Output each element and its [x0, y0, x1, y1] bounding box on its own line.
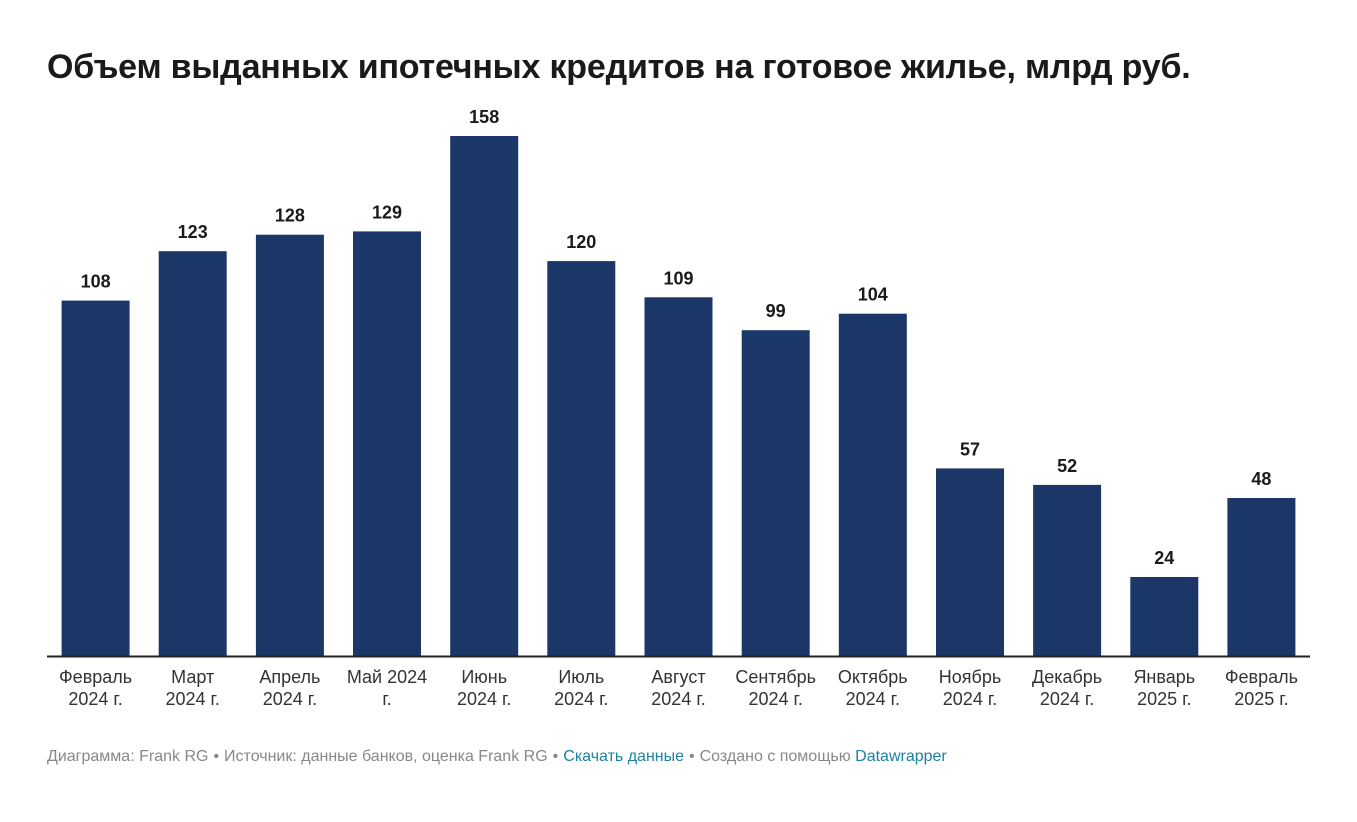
footer-created-with: Создано с помощью	[699, 748, 851, 765]
bar-value-label: 128	[275, 206, 305, 226]
bar	[450, 136, 519, 656]
download-data-link[interactable]: Скачать данные	[563, 748, 685, 765]
x-tick-label: Январь	[1133, 667, 1195, 687]
x-tick-label: Октябрь	[838, 667, 908, 687]
bar-value-label: 24	[1154, 548, 1174, 568]
x-tick-label: Август	[651, 667, 705, 687]
footer-source: Источник: данные банков, оценка Frank RG	[224, 748, 548, 765]
bar-value-label: 57	[960, 439, 980, 459]
x-tick-label: 2024 г.	[1040, 689, 1094, 709]
chart-title: Объем выданных ипотечных кредитов на гот…	[47, 48, 1191, 86]
bar-value-label: 99	[766, 301, 786, 321]
x-tick-label: Март	[171, 667, 214, 687]
bar-value-label: 123	[178, 222, 208, 242]
x-tick-label: 2024 г.	[263, 689, 317, 709]
x-tick-label: Февраль	[59, 667, 132, 687]
datawrapper-link[interactable]: Datawrapper	[855, 748, 947, 765]
bar-value-label: 120	[566, 232, 596, 252]
bar	[61, 300, 130, 656]
bar	[936, 468, 1004, 656]
bar	[255, 234, 324, 656]
bar	[838, 313, 907, 656]
bar-value-label: 104	[858, 285, 888, 305]
x-tick-label: Июль	[558, 667, 604, 687]
footer-separator: •	[213, 748, 220, 765]
x-tick-label: 2024 г.	[748, 689, 802, 709]
x-tick-label: 2024 г.	[68, 689, 122, 709]
x-tick-label: Апрель	[259, 667, 320, 687]
bar-value-label: 158	[469, 107, 499, 127]
bar	[644, 297, 713, 656]
footer-separator: •	[552, 748, 559, 765]
bar	[741, 330, 810, 656]
x-tick-label: 2024 г.	[554, 689, 608, 709]
bar-value-label: 52	[1057, 456, 1077, 476]
x-tick-label: Декабрь	[1032, 667, 1102, 687]
x-tick-label: 2025 г.	[1234, 689, 1288, 709]
x-tick-label: 2025 г.	[1137, 689, 1191, 709]
bar	[547, 261, 616, 656]
bar	[353, 231, 421, 656]
chart-footer: Диаграмма: Frank RG • Источник: данные бан…	[47, 748, 947, 766]
bar-value-label: 129	[372, 202, 402, 222]
bar	[1130, 577, 1199, 656]
x-tick-label: 2024 г.	[651, 689, 705, 709]
bar	[1033, 484, 1102, 656]
x-tick-label: Февраль	[1225, 667, 1298, 687]
x-tick-label: 2024 г.	[943, 689, 997, 709]
x-tick-label: Сентябрь	[735, 667, 816, 687]
bar-value-label: 108	[81, 272, 111, 292]
footer-chart-by: Диаграмма: Frank RG	[47, 748, 209, 765]
bar-value-label: 48	[1251, 469, 1271, 489]
x-tick-label: Июнь	[461, 667, 507, 687]
x-tick-label: г.	[382, 689, 391, 709]
x-tick-label: Ноябрь	[939, 667, 1001, 687]
bar	[1227, 498, 1296, 656]
x-tick-label: 2024 г.	[457, 689, 511, 709]
bar-value-label: 109	[663, 268, 693, 288]
x-tick-label: 2024 г.	[165, 689, 219, 709]
bar	[158, 251, 227, 656]
x-tick-label: Май 2024	[347, 667, 427, 687]
footer-separator: •	[689, 748, 695, 765]
x-tick-label: 2024 г.	[846, 689, 900, 709]
